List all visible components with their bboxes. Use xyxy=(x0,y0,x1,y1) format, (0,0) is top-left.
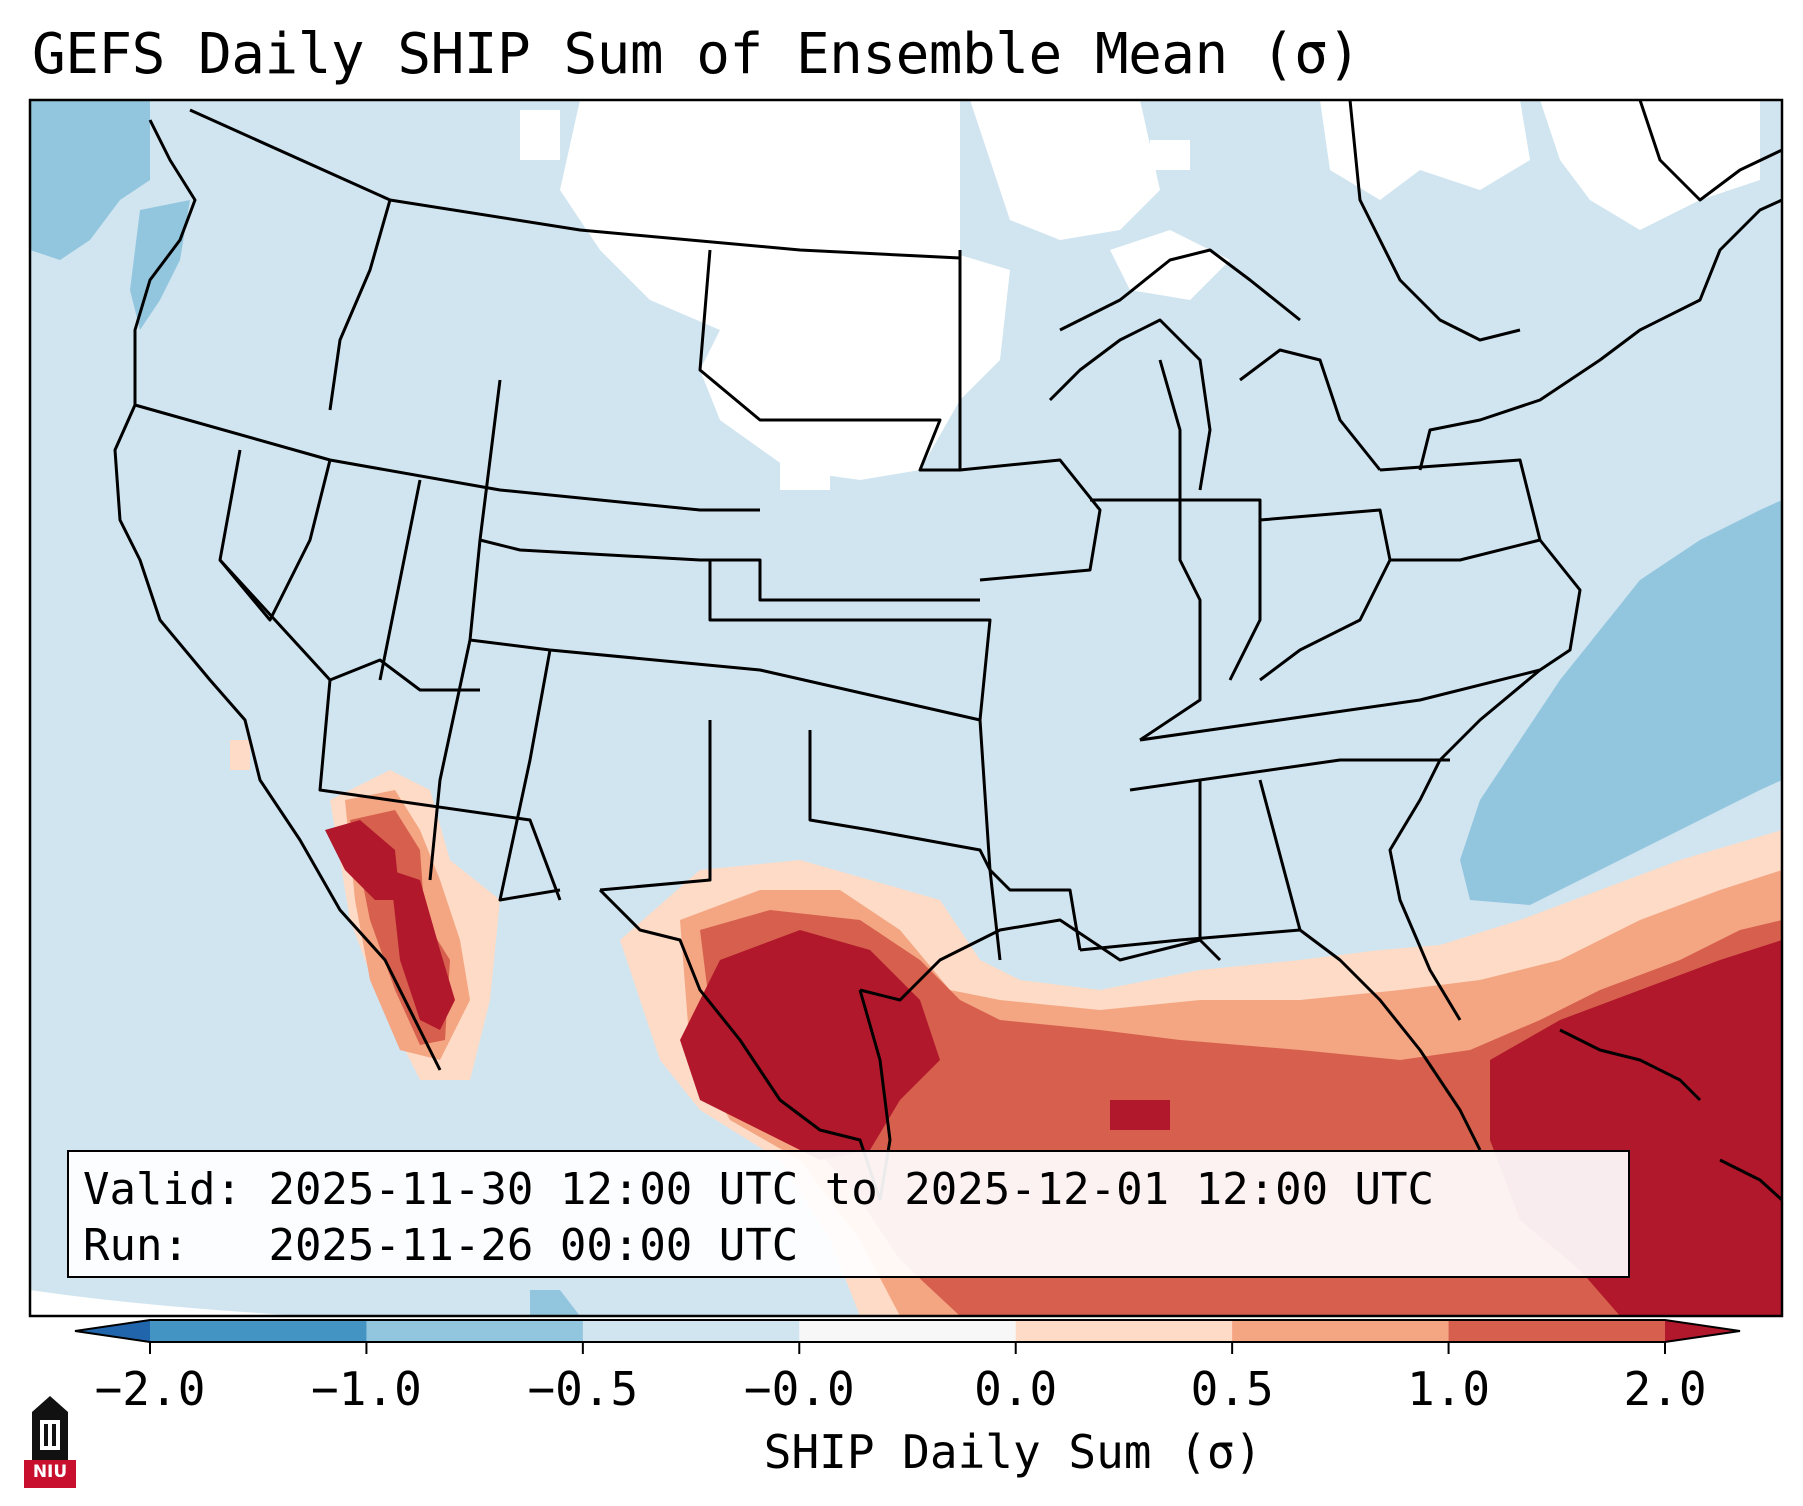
colorbar[interactable] xyxy=(74,1319,1741,1354)
colorbar-tick-label: −0.0 xyxy=(743,1362,855,1416)
valid-label: Valid: xyxy=(83,1164,242,1215)
colorbar-segment xyxy=(1015,1320,1233,1342)
map-frame xyxy=(28,98,1784,1318)
colorbar-tick-label: −1.0 xyxy=(311,1362,422,1416)
colorbar-tick-label: −0.5 xyxy=(527,1362,639,1416)
colorbar-tick-label: 2.0 xyxy=(1623,1362,1707,1416)
colorbar-tick-label: 0.0 xyxy=(974,1362,1058,1416)
colorbar-segment xyxy=(582,1320,800,1342)
colorbar-segment xyxy=(150,1320,367,1342)
colorbar-segment xyxy=(799,1320,1017,1342)
valid-value: 2025-11-30 12:00 UTC to 2025-12-01 12:00… xyxy=(268,1164,1435,1215)
run-row: Run: 2025-11-26 00:00 UTC xyxy=(83,1218,1628,1274)
colorbar-segment xyxy=(1448,1320,1666,1342)
run-label: Run: xyxy=(83,1220,189,1271)
map-panel[interactable] xyxy=(30,100,1782,1330)
valid-row: Valid: 2025-11-30 12:00 UTC to 2025-12-0… xyxy=(83,1162,1628,1218)
colorbar-tick-label: 0.5 xyxy=(1190,1362,1274,1416)
map-title: GEFS Daily SHIP Sum of Ensemble Mean (σ) xyxy=(32,22,1361,87)
colorbar-segment xyxy=(1232,1320,1450,1342)
colorbar-segment xyxy=(366,1320,584,1342)
state-boundaries xyxy=(113,100,1782,1202)
colorbar-tick-label: 1.0 xyxy=(1407,1362,1491,1416)
colorbar-over-extension xyxy=(1665,1320,1740,1342)
colorbar-under-extension xyxy=(75,1320,150,1342)
valid-run-info-box: Valid: 2025-11-30 12:00 UTC to 2025-12-0… xyxy=(67,1150,1630,1278)
colorbar-label: SHIP Daily Sum (σ) xyxy=(763,1425,1263,1479)
logo-text: NIU xyxy=(32,1462,68,1482)
university-tower-icon xyxy=(24,1396,76,1488)
colorbar-tick-label: −2.0 xyxy=(94,1362,206,1416)
run-value: 2025-11-26 00:00 UTC xyxy=(268,1220,799,1271)
